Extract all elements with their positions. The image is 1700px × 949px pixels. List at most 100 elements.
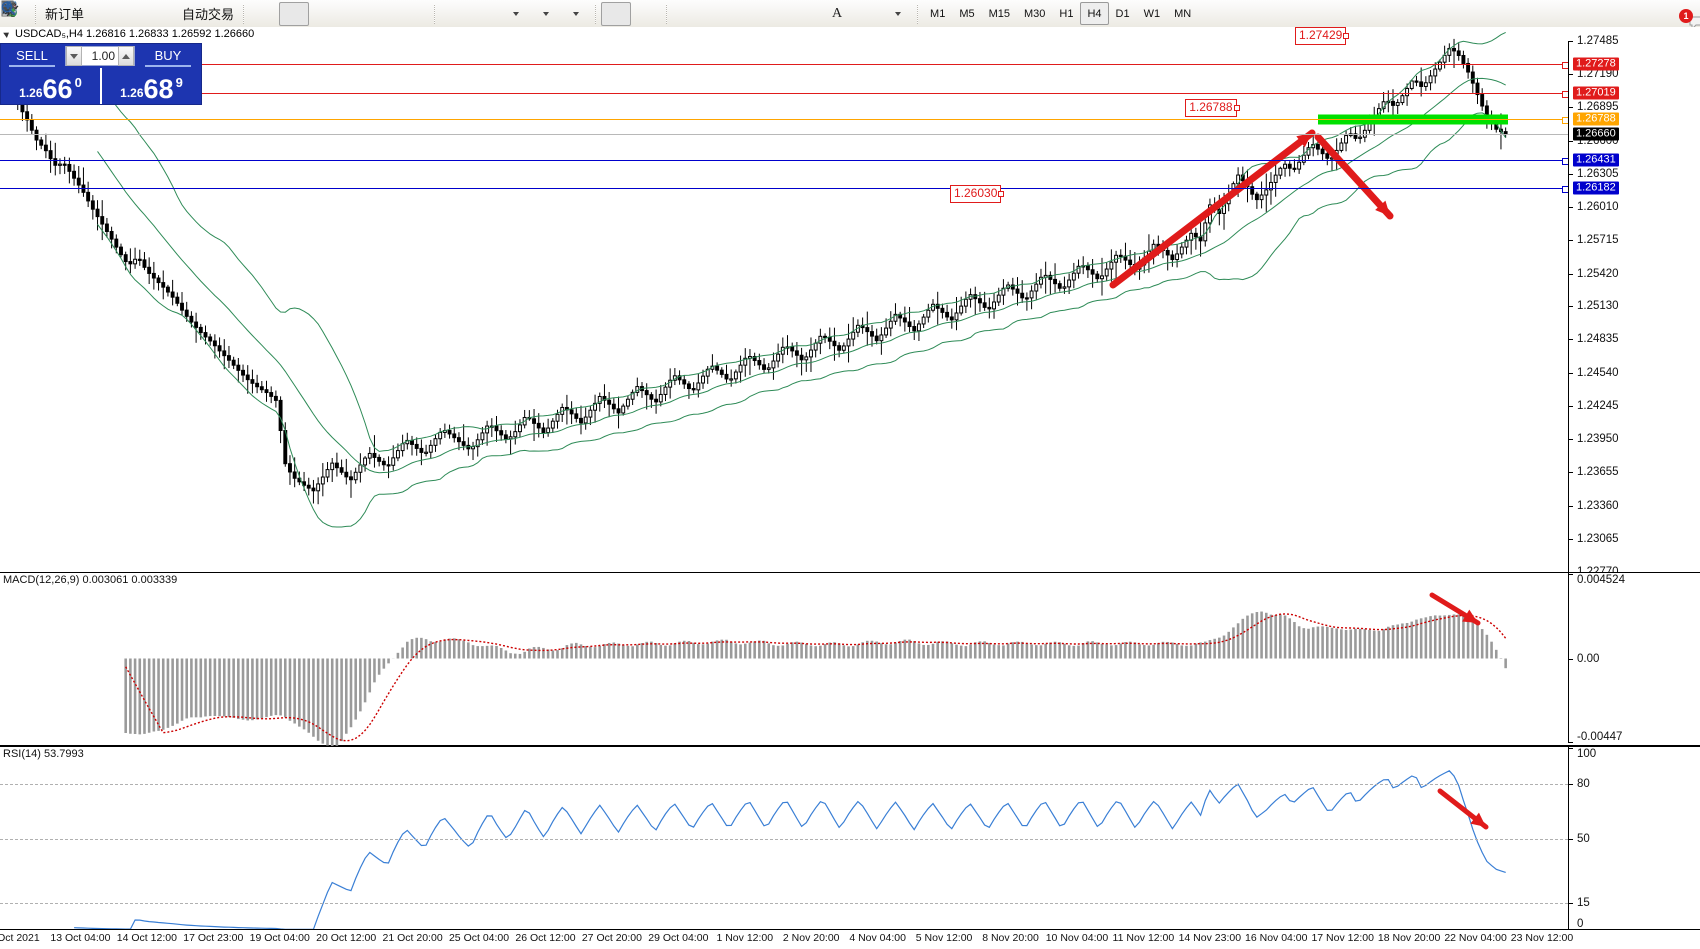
price-tick — [1568, 74, 1573, 76]
price-line-order-line[interactable] — [0, 117, 1569, 125]
bar-chart-button[interactable] — [2, 2, 279, 26]
sell-price[interactable]: 1.26 66 0 — [1, 68, 100, 104]
buy-price[interactable]: 1.26 68 9 — [100, 68, 201, 104]
candlestick-chart-button[interactable] — [2, 1, 310, 26]
auto-trading-button[interactable]: 自动交易 — [2, 2, 238, 26]
rsi-tick — [1568, 838, 1573, 840]
price-label-support-1[interactable]: 1.26431 — [1573, 153, 1619, 167]
line-chart-button[interactable] — [2, 2, 339, 26]
price-tick-label: 1.27485 — [1577, 35, 1619, 47]
crosshair-button[interactable] — [2, 2, 661, 26]
time-tick-label: 16 Nov 04:00 — [1245, 932, 1308, 944]
time-tick-label: 23 Nov 12:00 — [1510, 932, 1574, 944]
timeframe-m1-button[interactable]: M1 — [930, 7, 946, 20]
macd-pane[interactable]: MACD(12,26,9) 0.003061 0.003339 0.004524… — [0, 572, 1700, 748]
price-tick — [1568, 273, 1573, 275]
volume-down-button[interactable] — [66, 46, 82, 66]
chart-expand-icon[interactable] — [3, 30, 11, 38]
volume-up-button[interactable] — [118, 46, 134, 66]
macd-histogram — [124, 611, 1507, 748]
rsi-pane[interactable]: RSI(14) 53.7993 100 80 50 15 0 — [0, 746, 1700, 931]
vertical-line-button[interactable] — [6, 2, 702, 26]
time-tick-label: 25 Oct 04:00 — [448, 932, 510, 944]
timeframe-d1-button[interactable]: D1 — [1115, 7, 1130, 20]
price-label-current-price[interactable]: 1.26660 — [1573, 127, 1619, 141]
rsi-tick-label: 50 — [1577, 832, 1590, 845]
timeframe-m15-button[interactable]: M15 — [988, 7, 1010, 20]
chart-shift-button[interactable] — [2, 2, 500, 26]
time-tick-label: 17 Oct 23:00 — [183, 932, 244, 944]
macd-tick-label: 0.004524 — [1577, 574, 1625, 586]
swing-high-label[interactable]: 1.27429 — [1294, 27, 1350, 46]
equidistant-channel-button[interactable]: E — [2, 1, 792, 26]
toolbar-separator — [434, 3, 436, 24]
signals-button[interactable] — [2, 1, 178, 26]
time-tick-label: 17 Nov 12:00 — [1311, 932, 1374, 944]
toolbar-separator — [243, 3, 245, 24]
macd-tick — [1568, 658, 1573, 660]
rsi-plot-area — [0, 747, 1568, 930]
price-tick — [1568, 41, 1573, 42]
price-label-resistance-1[interactable]: 1.27278 — [1573, 57, 1619, 71]
indicators-button[interactable] — [1, 1, 530, 26]
price-line-support-1[interactable] — [0, 157, 1569, 165]
buy-button[interactable]: BUY — [137, 45, 199, 67]
templates-button[interactable] — [1, 2, 590, 26]
price-line-support-2[interactable] — [0, 185, 1569, 193]
price-label-resistance-2[interactable]: 1.27019 — [1573, 86, 1619, 100]
price-axis[interactable]: 1.27485 1.27190 1.26895 1.26600 1.26305 1.260… — [1568, 35, 1700, 578]
macd-axis-line — [1568, 573, 1569, 743]
time-tick-label: 26 Oct 12:00 — [515, 932, 576, 944]
price-tick — [1568, 107, 1573, 109]
price-line-current-price[interactable] — [0, 133, 1568, 135]
rsi-label: RSI(14) 53.7993 — [3, 748, 84, 760]
time-tick-label: 29 Oct 04:00 — [648, 932, 709, 944]
price-label-support-2[interactable]: 1.26182 — [1573, 181, 1619, 195]
shapes-button[interactable] — [3, 2, 912, 26]
timeframe-h1-button[interactable]: H1 — [1059, 7, 1074, 20]
sell-button[interactable]: SELL — [1, 45, 63, 67]
timeframe-mn-button[interactable]: MN — [1174, 7, 1192, 20]
rsi-tick — [1568, 783, 1573, 785]
time-tick-label: 22 Nov 04:00 — [1444, 932, 1507, 944]
horizontal-line-button[interactable] — [3, 2, 732, 26]
macd-axis: 0.004524 0.00 -0.00447 — [1568, 573, 1700, 743]
volume-input[interactable]: 1.00 — [91, 49, 115, 63]
folder-button[interactable] — [1, 2, 118, 26]
chart-window[interactable]: USDCAD₅,H4 1.26816 1.26833 1.26592 1.266… — [0, 27, 1700, 949]
price-line-resistance-1[interactable] — [0, 62, 1569, 70]
timeframe-h4-button[interactable]: H4 — [1080, 2, 1109, 25]
terminal-button[interactable] — [1, 1, 148, 26]
price-tick — [1568, 439, 1573, 441]
text-label-button[interactable]: T — [1, 1, 882, 26]
text-button[interactable]: A — [822, 2, 852, 26]
auto-scroll-button[interactable] — [2, 2, 470, 26]
new-order-label: 新订单 — [45, 7, 85, 22]
fibonacci-button[interactable]: F — [2, 2, 822, 26]
price-label-order-line[interactable]: 1.26788 — [1573, 112, 1619, 126]
periods-button[interactable] — [1, 1, 560, 26]
timeframe-m5-button[interactable]: M5 — [959, 7, 975, 20]
resistance-zone-label[interactable]: 1.26788 — [1185, 99, 1240, 118]
price-tick-label: 1.23065 — [1577, 532, 1619, 545]
timeframe-w1-button[interactable]: W1 — [1143, 7, 1161, 20]
zoom-out-button[interactable] — [2, 1, 399, 26]
price-line-resistance-2[interactable] — [0, 91, 1569, 99]
buy-underline — [145, 65, 191, 67]
one-click-trading-panel[interactable]: SELL 1.00 BUY 1.26 66 0 1.26 68 9 — [0, 43, 202, 105]
timeframe-m30-button[interactable]: M30 — [1024, 7, 1046, 20]
trendline-button[interactable] — [2, 2, 762, 26]
tile-windows-button[interactable] — [1, 1, 429, 26]
chart-symbol-ohlc: USDCAD₅,H4 1.26816 1.26833 1.26592 1.266… — [15, 28, 255, 40]
rsi-tick-label: 80 — [1577, 777, 1590, 790]
macd-tick — [1568, 574, 1573, 575]
volume-stepper[interactable]: 1.00 — [65, 46, 135, 66]
timeframe-group: M1 M5 M15 M30 H1 H4 D1 W1 MN — [923, 2, 1198, 25]
price-plot-area[interactable]: 1.27429 1.26788 1.26030 — [0, 27, 1569, 572]
new-order-button[interactable]: 新订单 — [1, 0, 88, 26]
zoom-in-button[interactable] — [2, 1, 369, 26]
macd-label: MACD(12,26,9) 0.003061 0.003339 — [3, 574, 178, 586]
pullback-low-label[interactable]: 1.26030 — [950, 184, 1005, 203]
price-tick — [1568, 207, 1573, 209]
cursor-button[interactable] — [3, 1, 632, 26]
